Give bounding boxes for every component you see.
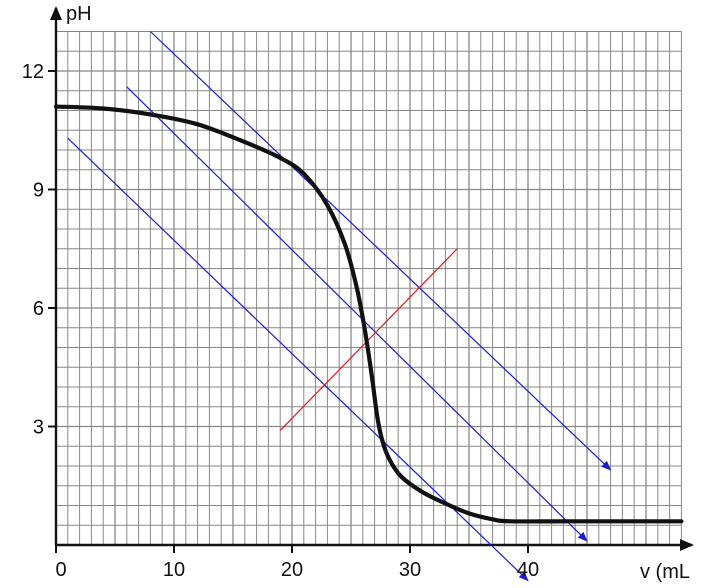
x-tick-label: 40 xyxy=(517,559,539,581)
y-tick-label: 6 xyxy=(33,298,44,320)
y-tick-label: 3 xyxy=(33,417,44,439)
perpendicular-line xyxy=(279,248,458,431)
series xyxy=(53,104,684,524)
x-tick-label: 30 xyxy=(399,559,421,581)
x-tick-label: 0 xyxy=(55,559,66,581)
x-tick-label: 20 xyxy=(281,559,303,581)
x-axis-title: v (mL xyxy=(640,561,690,583)
x-tick-label: 10 xyxy=(163,559,185,581)
tangent-line xyxy=(149,31,612,471)
y-tick-label: 9 xyxy=(33,180,44,202)
midline-line xyxy=(126,86,588,542)
tick-labels: 0 10 20 30 40 3 6 9 12 xyxy=(22,61,539,581)
y-axis-title: pH xyxy=(66,3,92,25)
y-tick-label: 12 xyxy=(22,61,44,83)
axes xyxy=(48,6,694,553)
grid xyxy=(56,31,682,545)
titration-curve xyxy=(53,104,684,524)
tangent-line xyxy=(67,137,529,582)
